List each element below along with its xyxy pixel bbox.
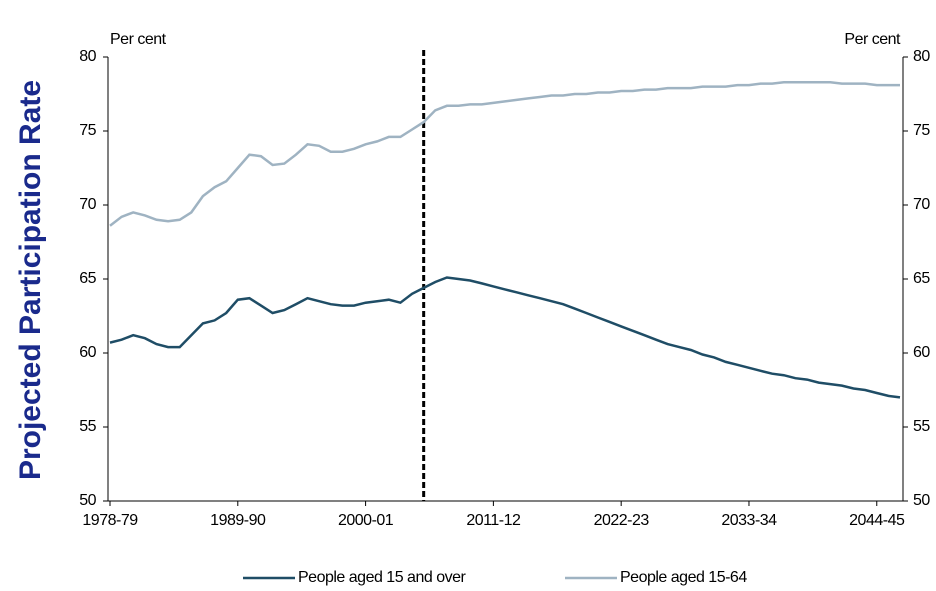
legend-label: People aged 15 and over — [298, 569, 466, 586]
y-tick-label: 60 — [79, 344, 96, 361]
y2-tick-label: 55 — [913, 418, 930, 435]
y-tick-label: 80 — [79, 48, 96, 65]
y-unit: Per cent — [110, 31, 167, 48]
x-tick-label: 2022-23 — [594, 512, 650, 529]
y-axis-title: Projected Participation Rate — [14, 80, 47, 480]
y-tick-label: 70 — [79, 196, 96, 213]
x-tick-label: 1978-79 — [82, 512, 138, 529]
y-tick-label: 55 — [79, 418, 96, 435]
y2-tick-label: 80 — [913, 48, 930, 65]
y2-tick-label: 60 — [913, 344, 930, 361]
y2-tick-label: 65 — [913, 270, 930, 287]
y2-unit: Per cent — [844, 31, 901, 48]
y-tick-label: 75 — [79, 122, 96, 139]
y-tick-label: 65 — [79, 270, 96, 287]
x-tick-label: 1989-90 — [210, 512, 266, 529]
x-tick-label: 2044-45 — [849, 512, 905, 529]
x-tick-label: 2011-12 — [466, 512, 521, 529]
y2-tick-label: 75 — [913, 122, 930, 139]
x-tick-label: 2000-01 — [338, 512, 394, 529]
y2-tick-label: 70 — [913, 196, 930, 213]
series-line — [109, 276, 901, 399]
series-line — [109, 80, 900, 227]
legend-label: People aged 15-64 — [620, 569, 747, 586]
y2-tick-label: 50 — [913, 492, 930, 509]
x-tick-label: 2033-34 — [721, 512, 777, 529]
y-tick-label: 50 — [79, 492, 96, 509]
